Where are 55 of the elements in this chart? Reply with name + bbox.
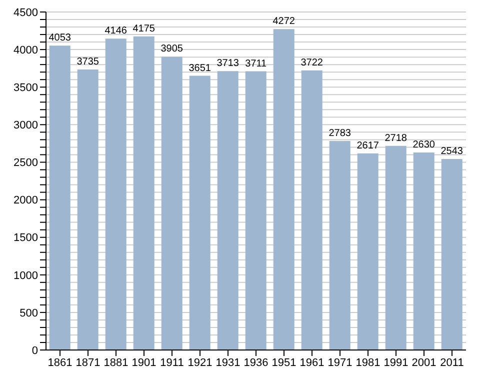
y-tick-label: 3500 — [14, 82, 38, 94]
x-tick-label: 1921 — [188, 356, 212, 369]
bar — [301, 70, 322, 350]
y-tick-label: 1000 — [14, 270, 38, 282]
y-tick-label: 2000 — [14, 194, 38, 207]
x-tick-label: 1991 — [384, 356, 408, 369]
y-tick-label: 0 — [32, 344, 38, 357]
bar — [49, 46, 70, 350]
x-tick-label: 1931 — [216, 356, 240, 369]
x-tick-label: 1911 — [160, 356, 184, 369]
y-tick-label: 2500 — [14, 157, 38, 170]
bar — [77, 69, 98, 350]
bar — [189, 76, 210, 350]
data-label: 2630 — [412, 139, 436, 150]
x-tick-label: 1901 — [132, 356, 156, 369]
x-tick-label: 1871 — [76, 356, 100, 369]
data-label: 3651 — [188, 62, 212, 74]
data-label: 4175 — [132, 23, 156, 34]
bar — [413, 152, 434, 350]
y-tick-label: 4500 — [14, 6, 38, 19]
y-tick-label: 1500 — [14, 232, 38, 244]
data-label: 4146 — [104, 26, 128, 37]
x-tick-label: 1951 — [272, 356, 296, 369]
data-label: 2783 — [328, 128, 352, 139]
x-tick-label: 1861 — [48, 356, 72, 369]
data-label: 3722 — [300, 57, 324, 68]
x-tick-label: 1881 — [104, 356, 128, 369]
x-tick-label: 1936 — [244, 356, 268, 369]
data-label: 4053 — [48, 32, 72, 44]
y-tick-label: 500 — [20, 307, 38, 320]
data-label: 4272 — [272, 16, 296, 28]
data-label: 2718 — [384, 132, 408, 144]
x-tick-label: 1981 — [356, 356, 380, 369]
y-tick-label: 3000 — [14, 120, 38, 132]
bar — [217, 71, 238, 350]
bar — [357, 153, 378, 350]
x-tick-label: 1961 — [300, 356, 324, 369]
bar — [329, 140, 350, 350]
data-label: 2617 — [356, 140, 380, 152]
bar — [105, 38, 126, 350]
data-label: 3735 — [76, 56, 100, 68]
data-label: 3711 — [245, 58, 268, 70]
data-label: 2543 — [440, 146, 464, 157]
bar — [385, 146, 406, 350]
x-tick-label: 2011 — [440, 356, 464, 369]
data-label: 3713 — [216, 58, 240, 70]
bar — [245, 71, 266, 350]
bar — [161, 56, 182, 350]
bar — [273, 29, 294, 350]
bar — [441, 158, 462, 350]
x-tick-label: 1971 — [328, 356, 352, 369]
x-tick-label: 2001 — [412, 356, 436, 369]
bar — [133, 36, 154, 350]
y-tick-label: 4000 — [14, 44, 38, 56]
data-label: 3905 — [160, 44, 184, 55]
